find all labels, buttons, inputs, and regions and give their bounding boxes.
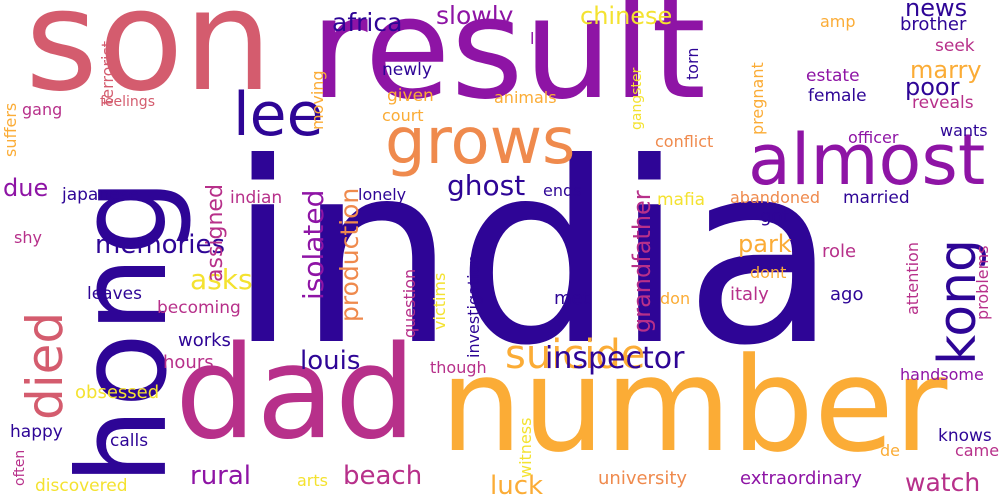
word-dont: dont xyxy=(750,263,787,282)
word-works: works xyxy=(178,330,231,351)
word-attention: attention xyxy=(903,242,922,315)
word-son: son xyxy=(25,0,273,123)
word-torn: torn xyxy=(683,47,702,81)
word-terrorist: terrorist xyxy=(98,40,117,105)
word-poor: poor xyxy=(905,73,960,101)
word-chinese: chinese xyxy=(580,2,673,30)
word-japanese: japanese xyxy=(62,185,139,205)
word-production: production xyxy=(335,187,364,322)
word-often: often xyxy=(12,449,28,486)
word-arts: arts xyxy=(297,471,328,490)
word-happy: happy xyxy=(10,422,63,442)
word-africa: africa xyxy=(332,8,403,37)
word-pregnant: pregnant xyxy=(748,62,767,135)
word-de: de xyxy=(880,441,900,460)
word-suicide: suicide xyxy=(505,332,646,378)
word-beach: beach xyxy=(343,461,423,491)
word-suffers: suffers xyxy=(1,102,20,157)
word-italy: italy xyxy=(730,284,769,305)
word-result: result xyxy=(310,0,707,131)
word-handsome: handsome xyxy=(900,365,984,384)
word-estate: estate xyxy=(806,66,860,86)
word-question: question xyxy=(400,268,419,338)
word-slowly: slowly xyxy=(436,1,514,30)
word-abandoned: abandoned xyxy=(730,188,820,207)
word-mafia: mafia xyxy=(657,190,706,210)
word-watch: watch xyxy=(905,468,981,497)
word-marry: marry xyxy=(910,56,982,84)
word-park: park xyxy=(738,230,792,258)
word-discovered: discovered xyxy=(35,476,128,496)
word-becoming: becoming xyxy=(157,298,241,318)
word-memories: memories xyxy=(95,230,226,260)
word-don: don xyxy=(660,289,691,308)
word-witness: witness xyxy=(516,417,535,478)
word-shy: shy xyxy=(14,228,42,247)
word-ghost: ghost xyxy=(447,169,526,202)
word-court: court xyxy=(382,106,424,125)
word-louis: louis xyxy=(300,346,361,376)
word-indian: indian xyxy=(230,188,283,208)
word-reveals: reveals xyxy=(912,93,974,113)
word-leaves: leaves xyxy=(87,284,142,304)
word-victims: victims xyxy=(430,272,449,330)
word-rural: rural xyxy=(190,461,252,491)
word-news: news xyxy=(905,0,968,22)
word-died: died xyxy=(16,311,74,420)
word-grows: grows xyxy=(385,105,576,179)
word-camera: camera xyxy=(955,441,1000,460)
word-though: though xyxy=(430,358,487,377)
word-university: university xyxy=(598,468,688,489)
word-officer: officer xyxy=(848,128,899,147)
word-conflict: conflict xyxy=(655,132,714,151)
word-married: married xyxy=(843,188,910,208)
word-brother: brother xyxy=(900,14,967,35)
word-met: met xyxy=(554,288,590,309)
word-given: given xyxy=(387,86,434,106)
word-ago: ago xyxy=(830,284,864,305)
word-dad: dad xyxy=(175,319,416,468)
word-extraordinary: extraordinary xyxy=(740,468,862,489)
word-moving: moving xyxy=(308,70,327,130)
word-got: got xyxy=(760,206,790,227)
word-female: female xyxy=(808,86,867,106)
word-assigned: assigned xyxy=(203,184,228,282)
word-obsessed: obsessed xyxy=(75,382,160,403)
word-almost: almost xyxy=(748,119,986,201)
word-isolated: isolated xyxy=(297,189,330,300)
word-ends: ends xyxy=(543,181,582,200)
word-calls: calls xyxy=(110,431,149,451)
word-luck: luck xyxy=(490,471,544,500)
word-feelings: feelings xyxy=(100,94,155,110)
word-la: la xyxy=(530,29,545,48)
word-investigation: investigation xyxy=(464,254,483,358)
word-animals: animals xyxy=(494,88,557,107)
word-inspector: inspector xyxy=(545,341,685,376)
word-grandfather: grandfather xyxy=(628,190,656,333)
word-newly: newly xyxy=(382,60,432,80)
word-knows: knows xyxy=(938,426,992,446)
word-problems: problems xyxy=(973,245,992,320)
word-gangster: gangster xyxy=(629,67,645,130)
word-amp: amp xyxy=(820,12,856,31)
word-gang: gang xyxy=(22,100,63,119)
word-role: role xyxy=(822,241,857,262)
word-due: due xyxy=(3,174,49,202)
word-hours: hours xyxy=(163,352,214,373)
word-number: number xyxy=(440,329,948,481)
word-wants: wants xyxy=(940,121,988,140)
word-india: india xyxy=(228,109,838,400)
word-lonely: lonely xyxy=(358,185,407,204)
word-asks: asks xyxy=(190,263,253,296)
word-seek: seek xyxy=(935,36,975,56)
word-lee: lee xyxy=(233,80,324,150)
